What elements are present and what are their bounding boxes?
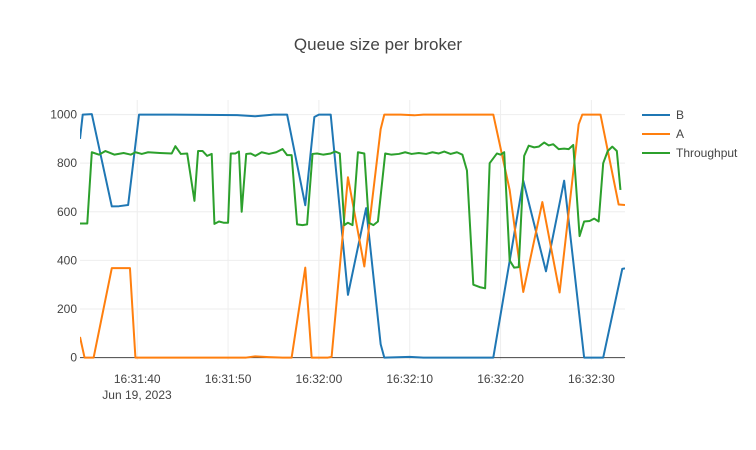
x-tick-label: 16:32:20: [477, 372, 524, 386]
x-tick-label: 16:32:10: [386, 372, 433, 386]
x-axis-date-label: Jun 19, 2023: [102, 388, 172, 402]
y-tick-label: 400: [57, 253, 77, 267]
x-tick-label: 16:32:00: [296, 372, 343, 386]
y-tick-label: 1000: [50, 108, 77, 122]
series-line-b[interactable]: [80, 113, 625, 359]
x-tick-label: 16:32:30: [568, 372, 615, 386]
legend-label-a[interactable]: A: [676, 127, 684, 141]
legend-label-throughput[interactable]: Throughput: [676, 146, 738, 160]
axis-layer: 0 200 400 600 800 1000 16:31:40 16:31:50 16:32:0…: [50, 108, 625, 386]
y-tick-label: 800: [57, 156, 77, 170]
x-tick-label: 16:31:40: [114, 372, 161, 386]
plot-area: [80, 113, 625, 359]
legend: BA Throughput: [642, 108, 738, 160]
y-tick-label: 200: [57, 302, 77, 316]
legend-label-b[interactable]: B: [676, 108, 684, 122]
y-tick-label: 0: [70, 351, 77, 365]
chart-title: Queue size per broker: [294, 35, 463, 54]
series-line-a[interactable]: [80, 113, 625, 359]
series-line-throughput[interactable]: [80, 141, 622, 290]
x-tick-label: 16:31:50: [205, 372, 252, 386]
series-layer: [80, 113, 625, 359]
y-tick-label: 600: [57, 205, 77, 219]
